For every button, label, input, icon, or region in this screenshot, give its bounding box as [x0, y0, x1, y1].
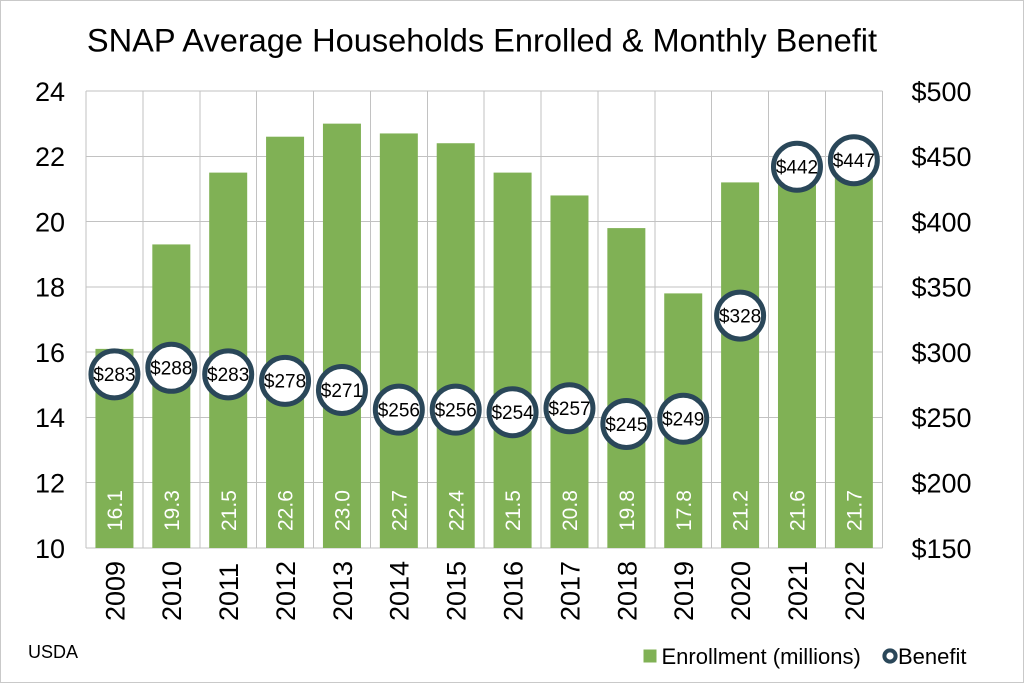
svg-text:23.0: 23.0 — [332, 490, 355, 531]
svg-text:$283: $283 — [93, 365, 135, 386]
svg-text:$256: $256 — [435, 400, 477, 421]
svg-text:2021: 2021 — [783, 561, 813, 621]
svg-text:2015: 2015 — [442, 561, 472, 621]
svg-text:$447: $447 — [833, 151, 875, 172]
svg-text:$283: $283 — [207, 365, 249, 386]
svg-text:2022: 2022 — [840, 561, 870, 621]
svg-text:21.7: 21.7 — [843, 490, 866, 531]
svg-text:16.1: 16.1 — [104, 490, 127, 531]
svg-text:2019: 2019 — [669, 561, 699, 621]
svg-text:$200: $200 — [912, 469, 972, 499]
svg-text:$271: $271 — [321, 381, 363, 402]
svg-text:$450: $450 — [912, 142, 972, 172]
svg-text:$249: $249 — [662, 410, 704, 431]
svg-text:22.4: 22.4 — [445, 490, 468, 531]
svg-text:10: 10 — [35, 534, 65, 564]
svg-text:SNAP Average Households Enroll: SNAP Average Households Enrolled & Month… — [87, 22, 877, 59]
svg-text:21.2: 21.2 — [730, 490, 753, 531]
svg-text:18: 18 — [35, 273, 65, 303]
svg-text:2010: 2010 — [157, 561, 187, 621]
svg-text:$254: $254 — [491, 403, 534, 424]
svg-text:12: 12 — [35, 469, 65, 499]
svg-text:$442: $442 — [776, 158, 818, 179]
svg-text:17.8: 17.8 — [673, 490, 696, 531]
svg-text:22: 22 — [35, 142, 65, 172]
svg-text:20: 20 — [35, 207, 65, 237]
svg-text:2018: 2018 — [612, 561, 642, 621]
svg-text:$256: $256 — [378, 400, 420, 421]
svg-text:14: 14 — [35, 403, 65, 433]
svg-text:2014: 2014 — [385, 561, 415, 621]
svg-text:2020: 2020 — [726, 561, 756, 621]
svg-text:$288: $288 — [150, 359, 192, 380]
svg-text:2017: 2017 — [555, 561, 585, 621]
svg-text:19.3: 19.3 — [161, 490, 184, 531]
svg-text:$300: $300 — [912, 338, 972, 368]
svg-text:21.5: 21.5 — [502, 490, 525, 531]
svg-text:2009: 2009 — [100, 561, 130, 621]
svg-text:$328: $328 — [719, 306, 761, 327]
svg-text:Benefit: Benefit — [898, 644, 967, 669]
svg-text:2016: 2016 — [498, 561, 528, 621]
svg-text:19.8: 19.8 — [616, 490, 639, 531]
svg-text:$500: $500 — [912, 77, 972, 107]
svg-text:$257: $257 — [548, 399, 590, 420]
svg-text:21.6: 21.6 — [787, 490, 810, 531]
svg-text:$245: $245 — [605, 415, 647, 436]
svg-text:$350: $350 — [912, 273, 972, 303]
svg-text:16: 16 — [35, 338, 65, 368]
svg-text:USDA: USDA — [28, 642, 78, 662]
svg-text:$278: $278 — [264, 372, 306, 393]
svg-text:2013: 2013 — [328, 561, 358, 621]
svg-text:22.6: 22.6 — [275, 490, 298, 531]
svg-text:$250: $250 — [912, 403, 972, 433]
svg-text:22.7: 22.7 — [388, 490, 411, 531]
svg-text:24: 24 — [35, 77, 65, 107]
svg-text:21.5: 21.5 — [218, 490, 241, 531]
svg-text:2012: 2012 — [271, 561, 301, 621]
svg-text:$150: $150 — [912, 534, 972, 564]
svg-text:2011: 2011 — [214, 563, 244, 621]
svg-text:$400: $400 — [912, 207, 972, 237]
svg-text:Enrollment (millions): Enrollment (millions) — [662, 644, 861, 669]
svg-text:20.8: 20.8 — [559, 490, 582, 531]
